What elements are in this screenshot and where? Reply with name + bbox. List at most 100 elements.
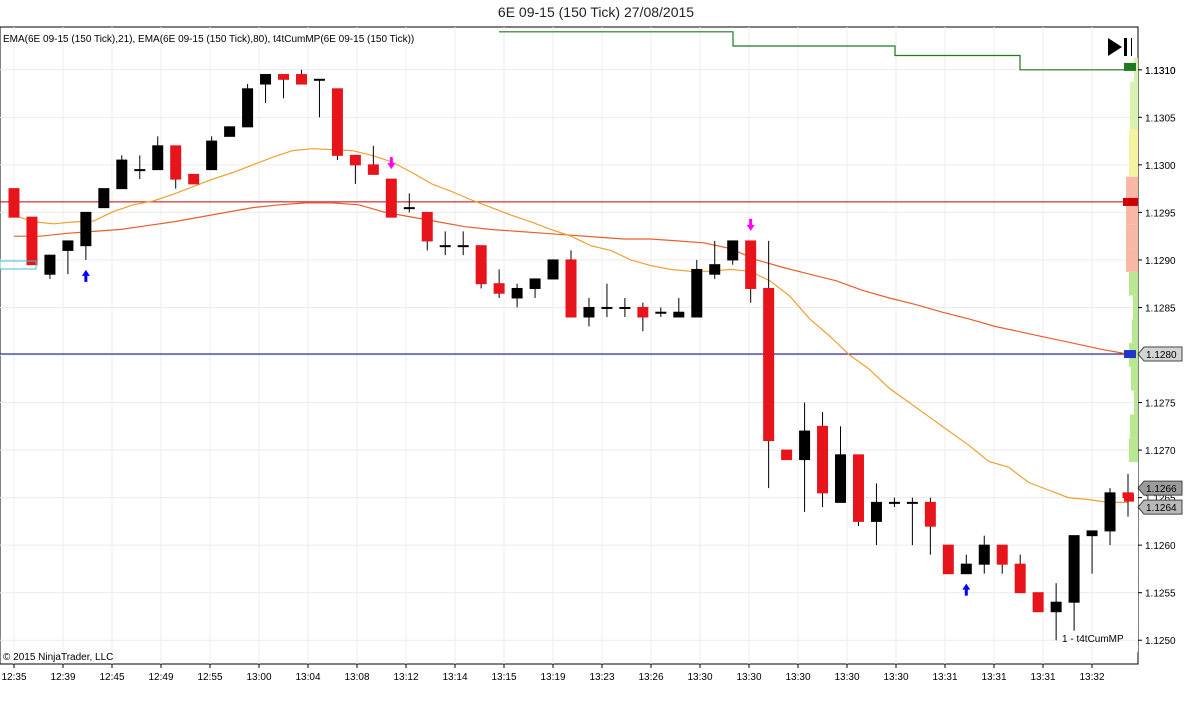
x-tick-label: 12:39 — [50, 672, 75, 683]
green-level-label: 1.1310 — [1145, 66, 1176, 77]
profile-bar — [1129, 129, 1138, 153]
candle-body — [691, 268, 703, 318]
candle-body — [511, 287, 523, 299]
candle-body — [134, 169, 146, 172]
profile-bar — [1137, 604, 1138, 629]
price-lines — [0, 201, 1138, 355]
y-tick-label: 1.1250 — [1145, 636, 1176, 647]
candle-body — [852, 454, 864, 522]
cum-mp-line — [499, 31, 1128, 71]
profile-bar — [1134, 390, 1138, 415]
candle-body — [295, 74, 307, 85]
candle-body — [349, 154, 361, 166]
current-bar-box — [1124, 493, 1134, 502]
ema-21-line — [13, 148, 1128, 503]
candle-body — [547, 259, 559, 280]
x-tick-label: 12:45 — [99, 672, 124, 683]
x-tick-label: 12:55 — [197, 672, 222, 683]
x-tick-label: 13:19 — [540, 672, 565, 683]
green-level-box — [1124, 62, 1136, 71]
profile-bar — [1133, 295, 1138, 320]
candle-body — [655, 311, 667, 314]
x-tick-label: 13:30 — [736, 672, 761, 683]
candle-body — [1050, 601, 1062, 613]
candle-body — [224, 126, 236, 137]
x-tick-label: 13:31 — [1030, 672, 1055, 683]
y-tick-label: 1.1290 — [1145, 256, 1176, 267]
blue-level-box — [1124, 350, 1136, 359]
candle-body — [709, 264, 721, 275]
x-tick-label: 13:08 — [344, 672, 369, 683]
price-markers: 1.1266 1.1264 1.1280 1.1310 — [0, 66, 1183, 515]
candle-body — [637, 306, 649, 318]
candle-body — [781, 449, 793, 461]
candle-body — [331, 88, 343, 156]
profile-bar — [1126, 200, 1138, 225]
grid — [0, 27, 1138, 664]
candle-body — [385, 178, 397, 218]
candle-body — [475, 245, 487, 285]
x-tick-label: 13:31 — [932, 672, 957, 683]
profile-bar — [1126, 224, 1138, 249]
ema-80-path — [14, 202, 1129, 355]
candle-body — [942, 544, 954, 575]
candle-body — [62, 240, 74, 251]
x-tick-label: 13:30 — [687, 672, 712, 683]
buy-arrow-icon — [962, 583, 971, 596]
profile-bar — [1130, 414, 1138, 439]
profile-bar — [1132, 319, 1138, 344]
candle-body — [367, 164, 379, 175]
profile-bar — [1137, 509, 1138, 534]
current-price-tag — [1137, 499, 1183, 515]
candle-body — [1104, 492, 1116, 532]
profile-bar — [1129, 271, 1138, 296]
y-tick-label: 1.1265 — [1145, 494, 1176, 505]
chart-title: 6E 09-15 (150 Tick) 27/08/2015 — [497, 4, 695, 20]
play-to-end-icon[interactable] — [1108, 38, 1132, 56]
x-tick-label: 13:32 — [1079, 672, 1104, 683]
candle-body — [799, 430, 811, 461]
candle-body — [188, 173, 200, 185]
blue-level-tag — [1137, 346, 1183, 362]
candle-body — [403, 207, 415, 210]
cum-mp-path — [499, 31, 1128, 71]
candle-body — [1068, 535, 1080, 603]
y-tick-label: 1.1305 — [1145, 113, 1176, 124]
candle-body — [313, 78, 325, 81]
candle-body — [421, 211, 433, 242]
x-tick-label: 13:30 — [883, 672, 908, 683]
candle-body — [673, 311, 685, 318]
x-tick-label: 13:12 — [393, 672, 418, 683]
x-tick-label: 13:23 — [589, 672, 614, 683]
candle-body — [601, 306, 613, 309]
y-tick-label: 1.1270 — [1145, 446, 1176, 457]
x-tick-label: 13:14 — [442, 672, 467, 683]
candle-body — [8, 188, 20, 218]
y-tick-label: 1.1295 — [1145, 208, 1176, 219]
profile-bar — [1131, 366, 1138, 391]
x-tick-label: 12:49 — [148, 672, 173, 683]
x-tick-label: 13:15 — [491, 672, 516, 683]
y-tick-label: 1.1255 — [1145, 589, 1176, 600]
candles — [8, 69, 1134, 641]
candle-body — [26, 216, 38, 266]
candle-body — [870, 501, 882, 522]
sell-arrow-icon — [387, 157, 396, 170]
profile-bar — [1129, 152, 1138, 177]
candle-body — [906, 501, 918, 504]
candle-body — [565, 259, 577, 318]
profile-bar — [1126, 248, 1138, 272]
candle-body — [493, 283, 505, 294]
sell-arrow-icon — [746, 218, 755, 231]
candle-body — [996, 544, 1008, 565]
blue-level-label: 1.1280 — [1146, 350, 1177, 361]
x-tick-label: 13:30 — [834, 672, 859, 683]
candle-body — [80, 211, 92, 247]
y-tick-label: 1.1260 — [1145, 541, 1176, 552]
ema-21-path — [13, 148, 1128, 503]
candle-body — [763, 287, 775, 442]
x-tick-label: 13:30 — [785, 672, 810, 683]
candle-body — [170, 145, 182, 180]
y-tick-label: 1.1310 — [1145, 66, 1176, 77]
